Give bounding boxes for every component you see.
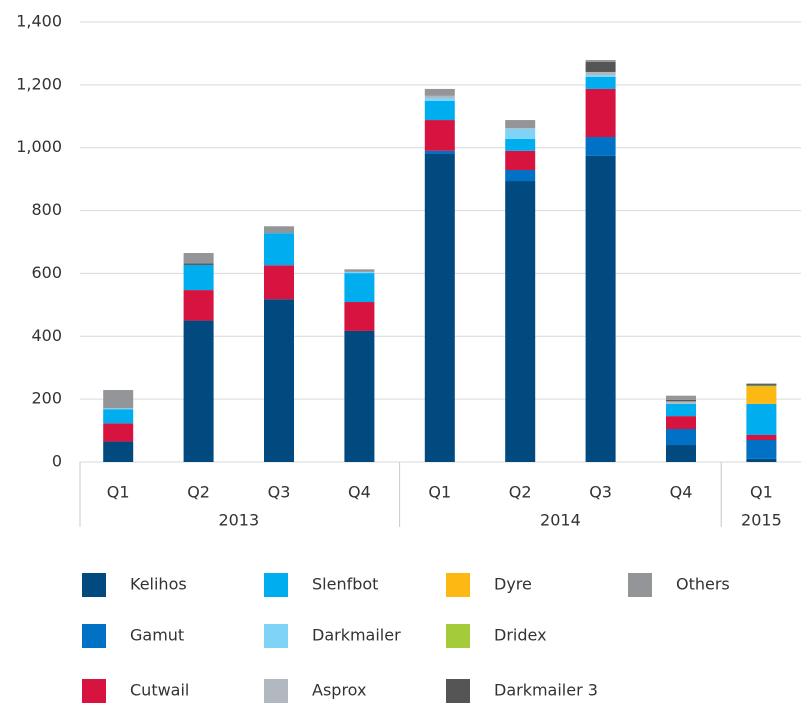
y-tick-label: 600 [31, 263, 62, 282]
legend-swatch [628, 573, 652, 597]
group-label: 2015 [741, 511, 782, 530]
legend-swatch [446, 573, 470, 597]
bar-segment [424, 150, 455, 154]
legend-swatch [264, 679, 288, 703]
bar-segment [585, 155, 616, 462]
bar-segment [666, 399, 696, 402]
legend-label: Others [676, 575, 730, 594]
bar-segment [183, 290, 214, 321]
bar-segment [103, 408, 134, 410]
bar-segment [344, 269, 375, 272]
x-tick-label: Q1 [428, 483, 451, 502]
legend-swatch [446, 679, 470, 703]
bar-segment [424, 100, 455, 121]
bar-segment [183, 264, 214, 291]
y-tick-label: 1,000 [16, 137, 62, 156]
bar-segment [183, 320, 214, 462]
y-tick-label: 0 [52, 452, 62, 471]
bar-segment [666, 401, 696, 404]
bar-segment [344, 273, 375, 303]
bar-segment [746, 385, 777, 387]
x-tick-label: Q3 [589, 483, 612, 502]
bar-segment [746, 434, 777, 440]
x-tick-label: Q3 [268, 483, 291, 502]
bar-segment [505, 150, 536, 171]
bar-segment [585, 71, 616, 76]
group-label: 2014 [540, 511, 581, 530]
legend-swatch [82, 624, 106, 648]
bar-segment [103, 409, 134, 424]
legend-label: Asprox [312, 681, 366, 700]
x-tick-label: Q1 [107, 483, 130, 502]
bar-segment [344, 330, 375, 462]
legend-swatch [446, 624, 470, 648]
bar-segment [746, 384, 777, 386]
bar-segment [505, 170, 536, 182]
x-tick-label: Q4 [670, 483, 693, 502]
bar-segment [746, 458, 777, 462]
y-tick-label: 800 [31, 200, 62, 219]
x-tick-label: Q2 [187, 483, 210, 502]
legend-swatch [264, 573, 288, 597]
legend-label: Gamut [130, 626, 184, 645]
bar-segment [264, 299, 294, 462]
bar-segment [344, 271, 375, 274]
y-tick-label: 1,200 [16, 74, 62, 93]
bar-segment [666, 429, 696, 446]
bar-segment [585, 137, 616, 156]
bar-segment [103, 441, 134, 462]
bar-segment [505, 181, 536, 462]
bar-segment [424, 120, 455, 151]
legend-swatch [82, 573, 106, 597]
bar-segment [746, 383, 777, 385]
bar-segment [585, 77, 616, 89]
legend-label: Dridex [494, 626, 547, 645]
bar-segment [746, 403, 777, 435]
bar-segment [264, 233, 294, 266]
bar-segment [666, 395, 696, 400]
x-tick-label: Q2 [509, 483, 532, 502]
legend-label: Dyre [494, 575, 532, 594]
bar-segment [666, 416, 696, 429]
legend-label: Darkmailer 3 [494, 681, 598, 700]
group-label: 2013 [218, 511, 259, 530]
y-tick-label: 200 [31, 389, 62, 408]
bar-segment [103, 423, 134, 442]
legend-swatch [82, 679, 106, 703]
bar-segment [505, 138, 536, 151]
x-tick-label: Q4 [348, 483, 371, 502]
bar-segment [424, 88, 455, 96]
bar-segment [183, 263, 214, 265]
bar-segment [424, 154, 455, 462]
legend-label: Darkmailer [312, 626, 401, 645]
bar-segment [585, 75, 616, 77]
bar-segment [585, 88, 616, 138]
bar-segment [505, 128, 536, 129]
bar-segment [666, 403, 696, 417]
bar-segment [103, 390, 134, 409]
bar-segment [585, 61, 616, 72]
bar-segment [746, 440, 777, 459]
y-tick-label: 1,400 [16, 12, 62, 31]
bar-segment [424, 95, 455, 99]
bar-segment [183, 253, 214, 264]
bar-segment [424, 98, 455, 101]
x-tick-label: Q1 [750, 483, 773, 502]
legend-label: Slenfbot [312, 575, 378, 594]
legend-swatch [264, 624, 288, 648]
bar-segment [264, 265, 294, 300]
legend-label: Kelihos [130, 575, 187, 594]
bar-segment [585, 60, 616, 62]
bar-segment [746, 386, 777, 404]
legend-label: Cutwail [130, 681, 189, 700]
bar-segment [505, 120, 536, 129]
bar-segment [264, 226, 294, 234]
y-tick-label: 400 [31, 326, 62, 345]
bar-segment [505, 128, 536, 139]
bar-segment [666, 445, 696, 462]
bar-segment [344, 302, 375, 331]
